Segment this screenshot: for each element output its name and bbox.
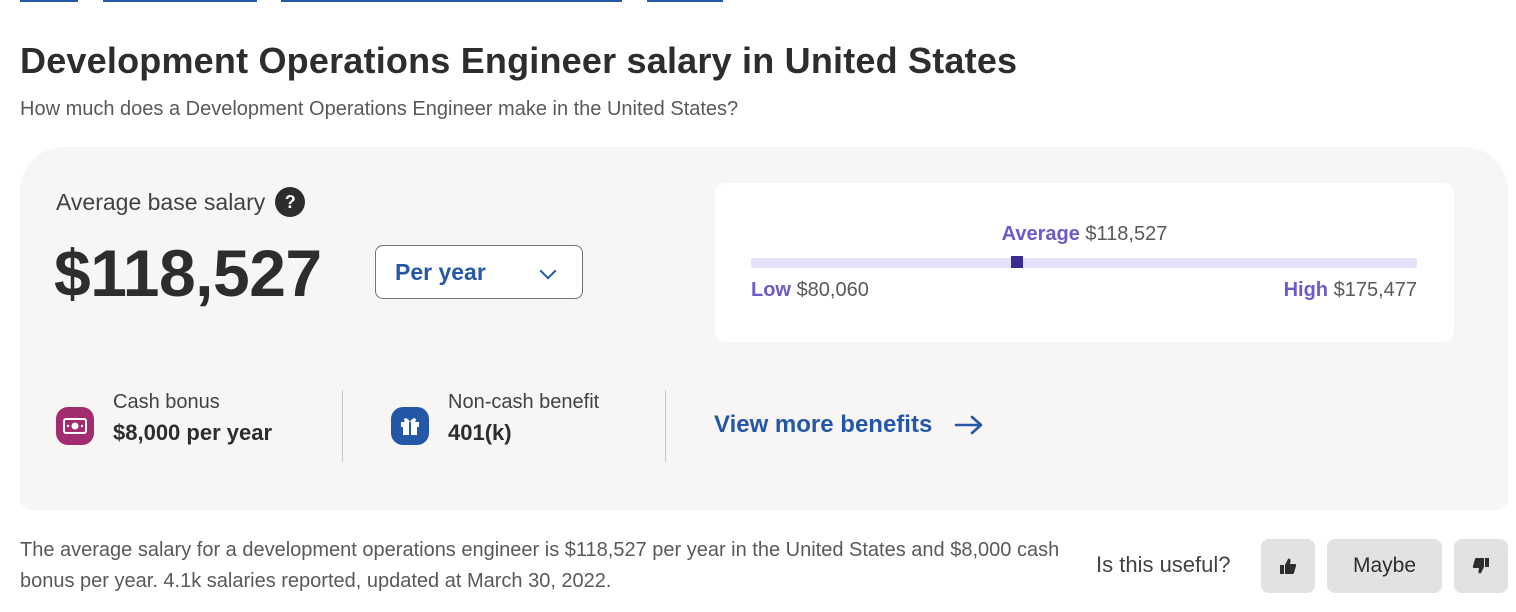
range-high: High $175,477 (1284, 279, 1417, 302)
average-marker (1011, 256, 1024, 268)
cash-icon (56, 407, 94, 445)
salary-range-panel: Average $118,527 Low $80,060 High $175,4… (715, 183, 1454, 342)
range-average: Average $118,527 (715, 223, 1454, 246)
page-subtitle: How much does a Development Operations E… (20, 98, 739, 120)
benefit-label: Non-cash benefit (448, 391, 600, 413)
benefit-value: $8,000 per year (113, 420, 273, 445)
thumbs-up-icon (1280, 558, 1297, 574)
help-icon[interactable]: ? (275, 187, 306, 217)
arrow-right-icon (954, 415, 983, 435)
range-average-value: $118,527 (1085, 223, 1168, 245)
chevron-down-icon (539, 262, 557, 280)
range-high-value: $175,477 (1333, 279, 1417, 301)
benefit-label: Cash bonus (113, 391, 220, 413)
page-title: Development Operations Engineer salary i… (20, 40, 1018, 81)
maybe-button[interactable]: Maybe (1327, 539, 1442, 593)
view-more-benefits-link[interactable]: View more benefits (714, 411, 984, 439)
breadcrumb-link[interactable] (647, 0, 723, 2)
average-salary-value: $118,527 (54, 236, 322, 310)
average-salary-heading: Average base salary ? (56, 187, 306, 217)
breadcrumb-link[interactable] (281, 0, 622, 2)
feedback-question: Is this useful? (1096, 552, 1231, 577)
range-high-label: High (1283, 279, 1329, 301)
salary-range-bar (751, 256, 1417, 268)
salary-card: Average base salary ? $118,527 Per year … (20, 147, 1508, 510)
average-salary-label: Average base salary (56, 188, 266, 215)
benefit-cash-bonus: Cash bonus $8,000 per year (56, 390, 272, 446)
period-select-value: Per year (395, 258, 486, 285)
thumbs-down-button[interactable] (1454, 539, 1508, 593)
benefit-value: 401(k) (448, 420, 512, 445)
thumbs-down-icon (1472, 558, 1489, 574)
period-select[interactable]: Per year (375, 245, 583, 299)
gift-icon (391, 407, 429, 445)
thumbs-up-button[interactable] (1261, 539, 1315, 593)
range-low: Low $80,060 (751, 279, 869, 302)
view-more-benefits-label: View more benefits (714, 411, 933, 438)
divider (665, 390, 666, 462)
range-average-label: Average (1001, 223, 1080, 245)
range-low-value: $80,060 (796, 279, 869, 301)
breadcrumb-link[interactable] (103, 0, 257, 2)
salary-summary: The average salary for a development ope… (20, 539, 1060, 592)
divider (342, 390, 343, 462)
maybe-label: Maybe (1352, 554, 1417, 577)
range-low-label: Low (751, 279, 791, 301)
breadcrumb-link[interactable] (20, 0, 78, 2)
benefit-non-cash: Non-cash benefit 401(k) (391, 390, 599, 446)
